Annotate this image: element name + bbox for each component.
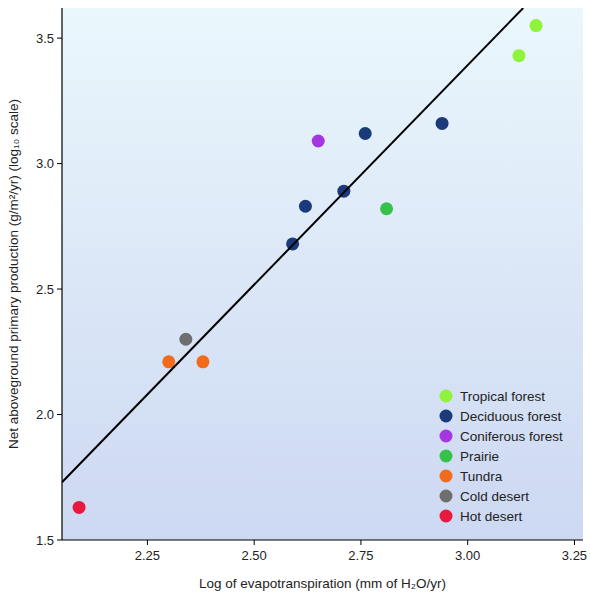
legend-marker	[440, 490, 453, 503]
y-tick	[57, 38, 62, 39]
legend-label: Deciduous forest	[460, 409, 562, 424]
legend-label: Coniferous forest	[460, 429, 563, 444]
y-tick-label: 3.5	[36, 31, 54, 46]
y-tick-label: 3.0	[36, 156, 54, 171]
y-tick	[57, 289, 62, 290]
data-point	[299, 200, 312, 213]
x-axis-title: Log of evapotranspiration (mm of H₂O/yr)	[199, 576, 446, 591]
data-point	[196, 355, 209, 368]
x-tick-label: 3.25	[562, 548, 587, 563]
x-tick-label: 2.25	[135, 548, 160, 563]
data-point	[530, 19, 543, 32]
y-tick-label: 2.5	[36, 282, 54, 297]
chart: 2.25 2.50 2.75 3.00 3.25 1.5 2.0 2.5 3.0 3.5 Log o…	[0, 0, 590, 600]
legend-marker	[440, 410, 453, 423]
y-tick-label: 2.0	[36, 407, 54, 422]
y-tick	[57, 414, 62, 415]
legend-marker	[440, 510, 453, 523]
plot-background	[62, 8, 583, 540]
legend: Tropical forest Deciduous forest Coniferou…	[440, 389, 564, 524]
y-tick-label: 1.5	[36, 533, 54, 548]
y-tick	[57, 163, 62, 164]
data-point	[436, 117, 449, 130]
legend-label: Tropical forest	[460, 389, 545, 404]
data-point	[179, 333, 192, 346]
legend-label: Hot desert	[460, 509, 523, 524]
trend-line	[62, 8, 523, 482]
data-point	[312, 135, 325, 148]
data-point	[380, 202, 393, 215]
legend-label: Cold desert	[460, 489, 529, 504]
x-tick-label: 3.00	[455, 548, 480, 563]
y-tick	[57, 540, 62, 541]
legend-marker	[440, 430, 453, 443]
y-axis-title: Net aboveground primary production (g/m²…	[6, 99, 21, 449]
x-tick-label: 2.75	[348, 548, 373, 563]
data-point	[162, 355, 175, 368]
y-axis-line	[61, 8, 62, 540]
legend-marker	[440, 390, 453, 403]
x-tick	[254, 540, 255, 545]
legend-marker	[440, 470, 453, 483]
x-axis-line	[62, 539, 583, 540]
data-point	[73, 501, 86, 514]
x-tick	[360, 540, 361, 545]
data-point	[512, 49, 525, 62]
legend-label: Tundra	[460, 469, 503, 484]
x-tick	[467, 540, 468, 545]
data-point	[359, 127, 372, 140]
x-tick	[147, 540, 148, 545]
x-tick	[574, 540, 575, 545]
x-tick-label: 2.50	[242, 548, 267, 563]
legend-label: Prairie	[460, 449, 499, 464]
legend-marker	[440, 450, 453, 463]
